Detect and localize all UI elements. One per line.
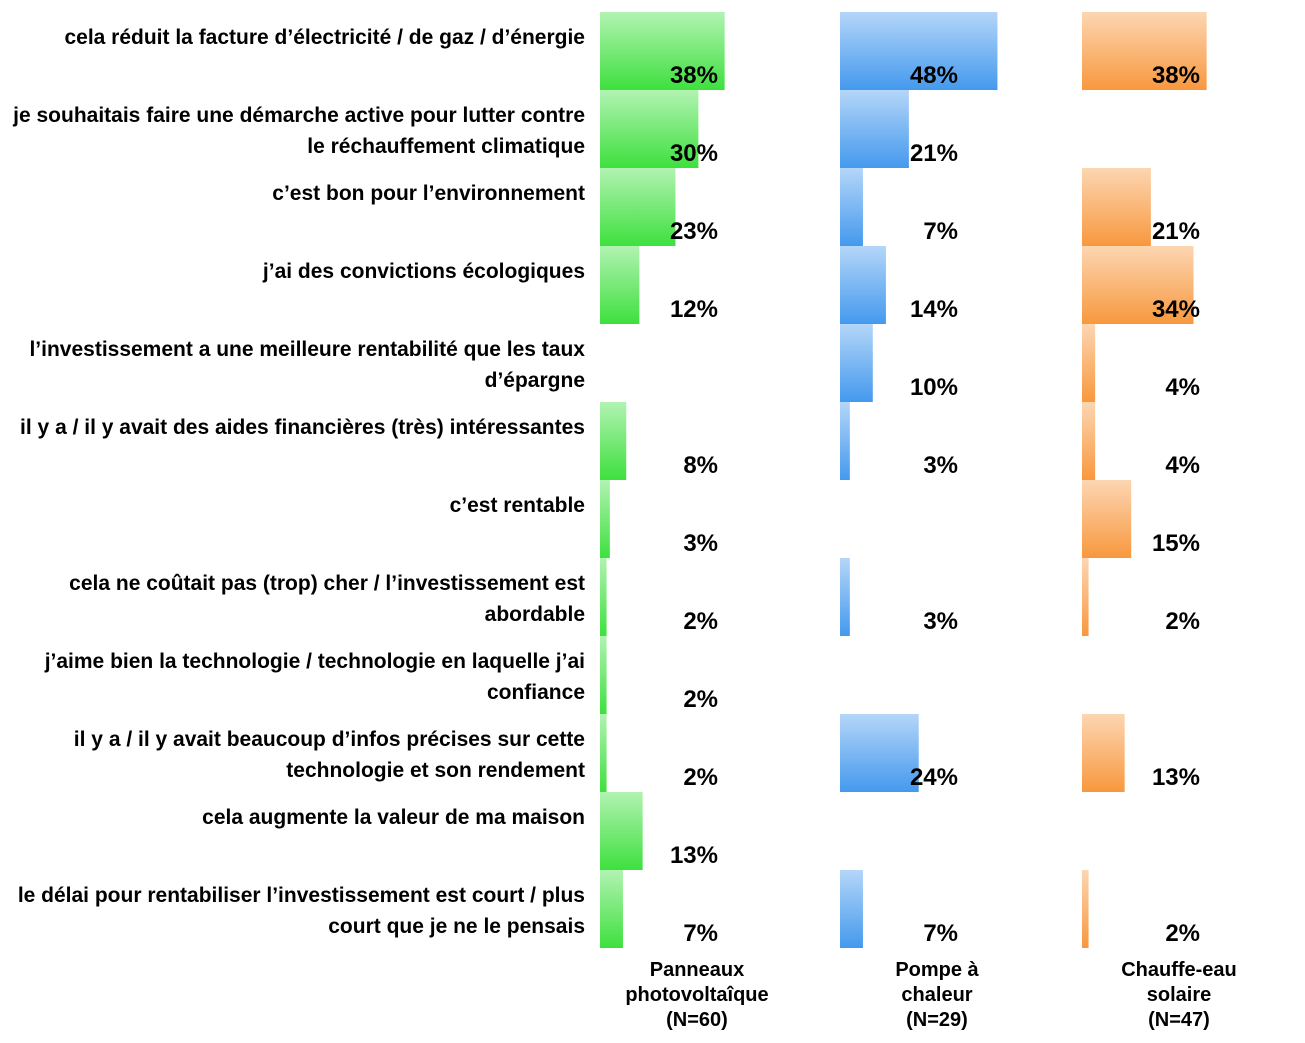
value-label: 12% xyxy=(670,296,718,323)
bar xyxy=(1082,402,1096,480)
value-label: 34% xyxy=(1152,296,1200,323)
row-label: il y a / il y avait beaucoup d’infos pré… xyxy=(73,728,585,782)
bar xyxy=(1082,480,1132,558)
value-label: 3% xyxy=(923,608,958,635)
value-label: 21% xyxy=(1152,218,1200,245)
bar xyxy=(1082,870,1089,948)
bar xyxy=(840,402,850,480)
value-label: 7% xyxy=(923,920,958,947)
row-label: le délai pour rentabiliser l’investissem… xyxy=(17,884,585,938)
value-label: 3% xyxy=(923,452,958,479)
bar xyxy=(840,168,863,246)
row-label: je souhaitais faire une démarche active … xyxy=(13,104,585,158)
row-label: cela réduit la facture d’électricité / d… xyxy=(64,26,585,49)
row-label: c’est rentable xyxy=(449,494,585,517)
bar xyxy=(1082,558,1089,636)
value-label: 4% xyxy=(1165,374,1200,401)
bar xyxy=(1082,12,1207,90)
value-label: 7% xyxy=(923,218,958,245)
value-label: 2% xyxy=(1165,608,1200,635)
bar xyxy=(600,558,607,636)
value-label: 38% xyxy=(1152,62,1200,89)
value-label: 2% xyxy=(683,764,718,791)
value-label: 2% xyxy=(683,608,718,635)
series-label: Chauffe-eau solaire (N=47) xyxy=(1121,959,1237,1031)
row-label: j’ai des convictions écologiques xyxy=(262,260,585,283)
value-label: 10% xyxy=(910,374,958,401)
bar xyxy=(840,90,909,168)
series-label: Pompe à chaleur (N=29) xyxy=(895,959,979,1031)
bar xyxy=(840,714,919,792)
value-label: 21% xyxy=(910,140,958,167)
value-label: 14% xyxy=(910,296,958,323)
value-label: 2% xyxy=(683,686,718,713)
bar xyxy=(840,324,873,402)
row-label: c’est bon pour l’environnement xyxy=(272,182,585,205)
bar xyxy=(600,12,725,90)
value-label: 3% xyxy=(683,530,718,557)
value-label: 23% xyxy=(670,218,718,245)
value-label: 38% xyxy=(670,62,718,89)
bar xyxy=(600,792,643,870)
series-label: Panneaux photovoltaîque (N=60) xyxy=(625,959,769,1031)
value-label: 24% xyxy=(910,764,958,791)
row-label: il y a / il y avait des aides financière… xyxy=(20,416,585,439)
row-label: l’investissement a une meilleure rentabi… xyxy=(29,338,585,392)
bar xyxy=(840,870,863,948)
value-label: 2% xyxy=(1165,920,1200,947)
bar xyxy=(840,12,998,90)
value-label: 13% xyxy=(1152,764,1200,791)
bar xyxy=(1082,168,1151,246)
row-label: cela augmente la valeur de ma maison xyxy=(202,806,585,829)
bar xyxy=(600,870,623,948)
value-label: 4% xyxy=(1165,452,1200,479)
row-label: j’aime bien la technologie / technologie… xyxy=(44,650,585,704)
bar xyxy=(840,558,850,636)
row-label: cela ne coûtait pas (trop) cher / l’inve… xyxy=(69,572,585,626)
bar xyxy=(840,246,886,324)
bar xyxy=(600,246,640,324)
value-label: 7% xyxy=(683,920,718,947)
value-label: 8% xyxy=(683,452,718,479)
value-label: 13% xyxy=(670,842,718,869)
bar xyxy=(600,480,610,558)
bar xyxy=(600,168,676,246)
value-label: 48% xyxy=(910,62,958,89)
bar xyxy=(600,402,627,480)
bar xyxy=(1082,246,1194,324)
value-label: 15% xyxy=(1152,530,1200,557)
bar xyxy=(600,90,699,168)
bar xyxy=(600,636,607,714)
value-label: 30% xyxy=(670,140,718,167)
bar xyxy=(1082,324,1096,402)
bar xyxy=(1082,714,1125,792)
bar xyxy=(600,714,607,792)
